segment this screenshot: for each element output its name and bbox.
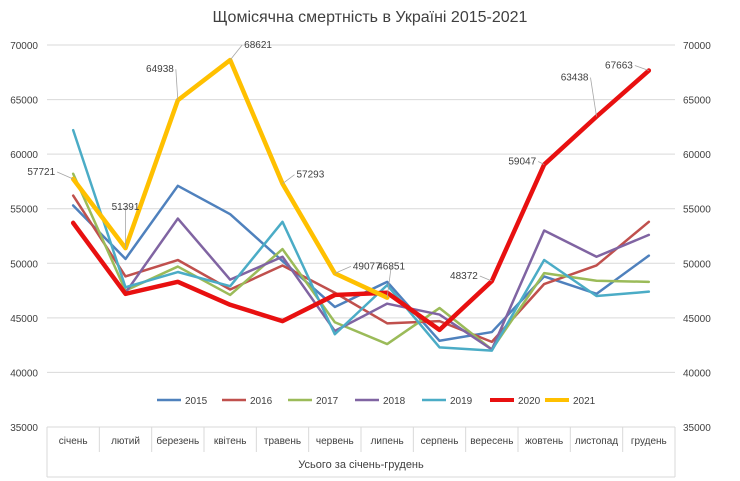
x-axis-title: Усього за січень-грудень <box>298 459 424 471</box>
series-line-2020 <box>70 68 652 333</box>
y-tick-label-right: 40000 <box>683 368 711 379</box>
legend-label-2020: 2020 <box>518 396 541 407</box>
y-tick-label-right: 50000 <box>683 259 711 270</box>
data-label-2021: 51391 <box>112 202 140 213</box>
data-label-2020: 48372 <box>450 271 478 282</box>
x-tick-label: травень <box>264 436 301 447</box>
data-label-leader <box>479 275 492 282</box>
legend-label-2018: 2018 <box>383 396 406 407</box>
y-tick-label-right: 70000 <box>683 41 711 52</box>
y-tick-label-left: 55000 <box>10 205 38 216</box>
data-label-2021: 46851 <box>377 262 405 273</box>
y-tick-label-right: 65000 <box>683 96 711 107</box>
x-tick-label: липень <box>371 436 404 447</box>
legend-label-2016: 2016 <box>250 396 273 407</box>
data-label-leader <box>282 174 295 185</box>
x-tick-label: вересень <box>470 436 513 447</box>
y-tick-label-left: 40000 <box>10 368 38 379</box>
x-tick-label: квітень <box>214 436 247 447</box>
series-line-2019 <box>71 128 651 352</box>
data-label-2020: 63438 <box>561 73 589 84</box>
x-tick-label: грудень <box>631 436 667 447</box>
legend-label-2015: 2015 <box>185 396 208 407</box>
legend-label-2017: 2017 <box>316 396 339 407</box>
data-label-leader <box>334 265 351 274</box>
data-label-leader <box>175 69 179 101</box>
data-label-leader <box>537 161 545 165</box>
x-tick-label: березень <box>156 435 199 447</box>
y-tick-label-left: 35000 <box>10 423 38 434</box>
y-tick-label-left: 60000 <box>10 150 38 161</box>
data-label-2020: 59047 <box>508 157 536 168</box>
x-tick-label: листопад <box>575 436 618 447</box>
y-tick-label-right: 55000 <box>683 205 711 216</box>
series-line-2018 <box>71 217 651 351</box>
y-tick-label-right: 60000 <box>683 150 711 161</box>
data-label-leader <box>590 77 597 117</box>
x-tick-label: жовтень <box>525 436 563 447</box>
x-tick-label: лютий <box>111 436 140 447</box>
data-label-leader <box>634 65 649 71</box>
y-tick-label-left: 65000 <box>10 96 38 107</box>
data-label-2021: 49077 <box>353 261 381 272</box>
x-tick-label: серпень <box>421 436 459 447</box>
chart-title: Щомісячна смертність в Україні 2015-2021 <box>213 9 528 26</box>
data-label-2021: 68621 <box>244 40 272 51</box>
series-line-2017 <box>71 172 651 351</box>
data-label-leader <box>386 266 392 298</box>
x-tick-label: червень <box>316 436 354 447</box>
legend-label-2021: 2021 <box>573 396 596 407</box>
legend-label-2019: 2019 <box>450 396 473 407</box>
y-tick-label-left: 50000 <box>10 259 38 270</box>
y-tick-label-right: 35000 <box>683 423 711 434</box>
y-tick-label-right: 45000 <box>683 314 711 325</box>
y-tick-label-left: 45000 <box>10 314 38 325</box>
data-label-leader <box>57 171 74 180</box>
data-label-leader <box>229 44 243 61</box>
data-label-2021: 64938 <box>146 64 174 75</box>
x-tick-label: січень <box>59 436 88 447</box>
series-line-2021 <box>70 57 390 300</box>
y-tick-label-left: 70000 <box>10 41 38 52</box>
data-label-2021: 57721 <box>27 167 55 178</box>
data-label-2021: 57293 <box>297 170 325 181</box>
data-label-2020: 67663 <box>605 61 633 72</box>
